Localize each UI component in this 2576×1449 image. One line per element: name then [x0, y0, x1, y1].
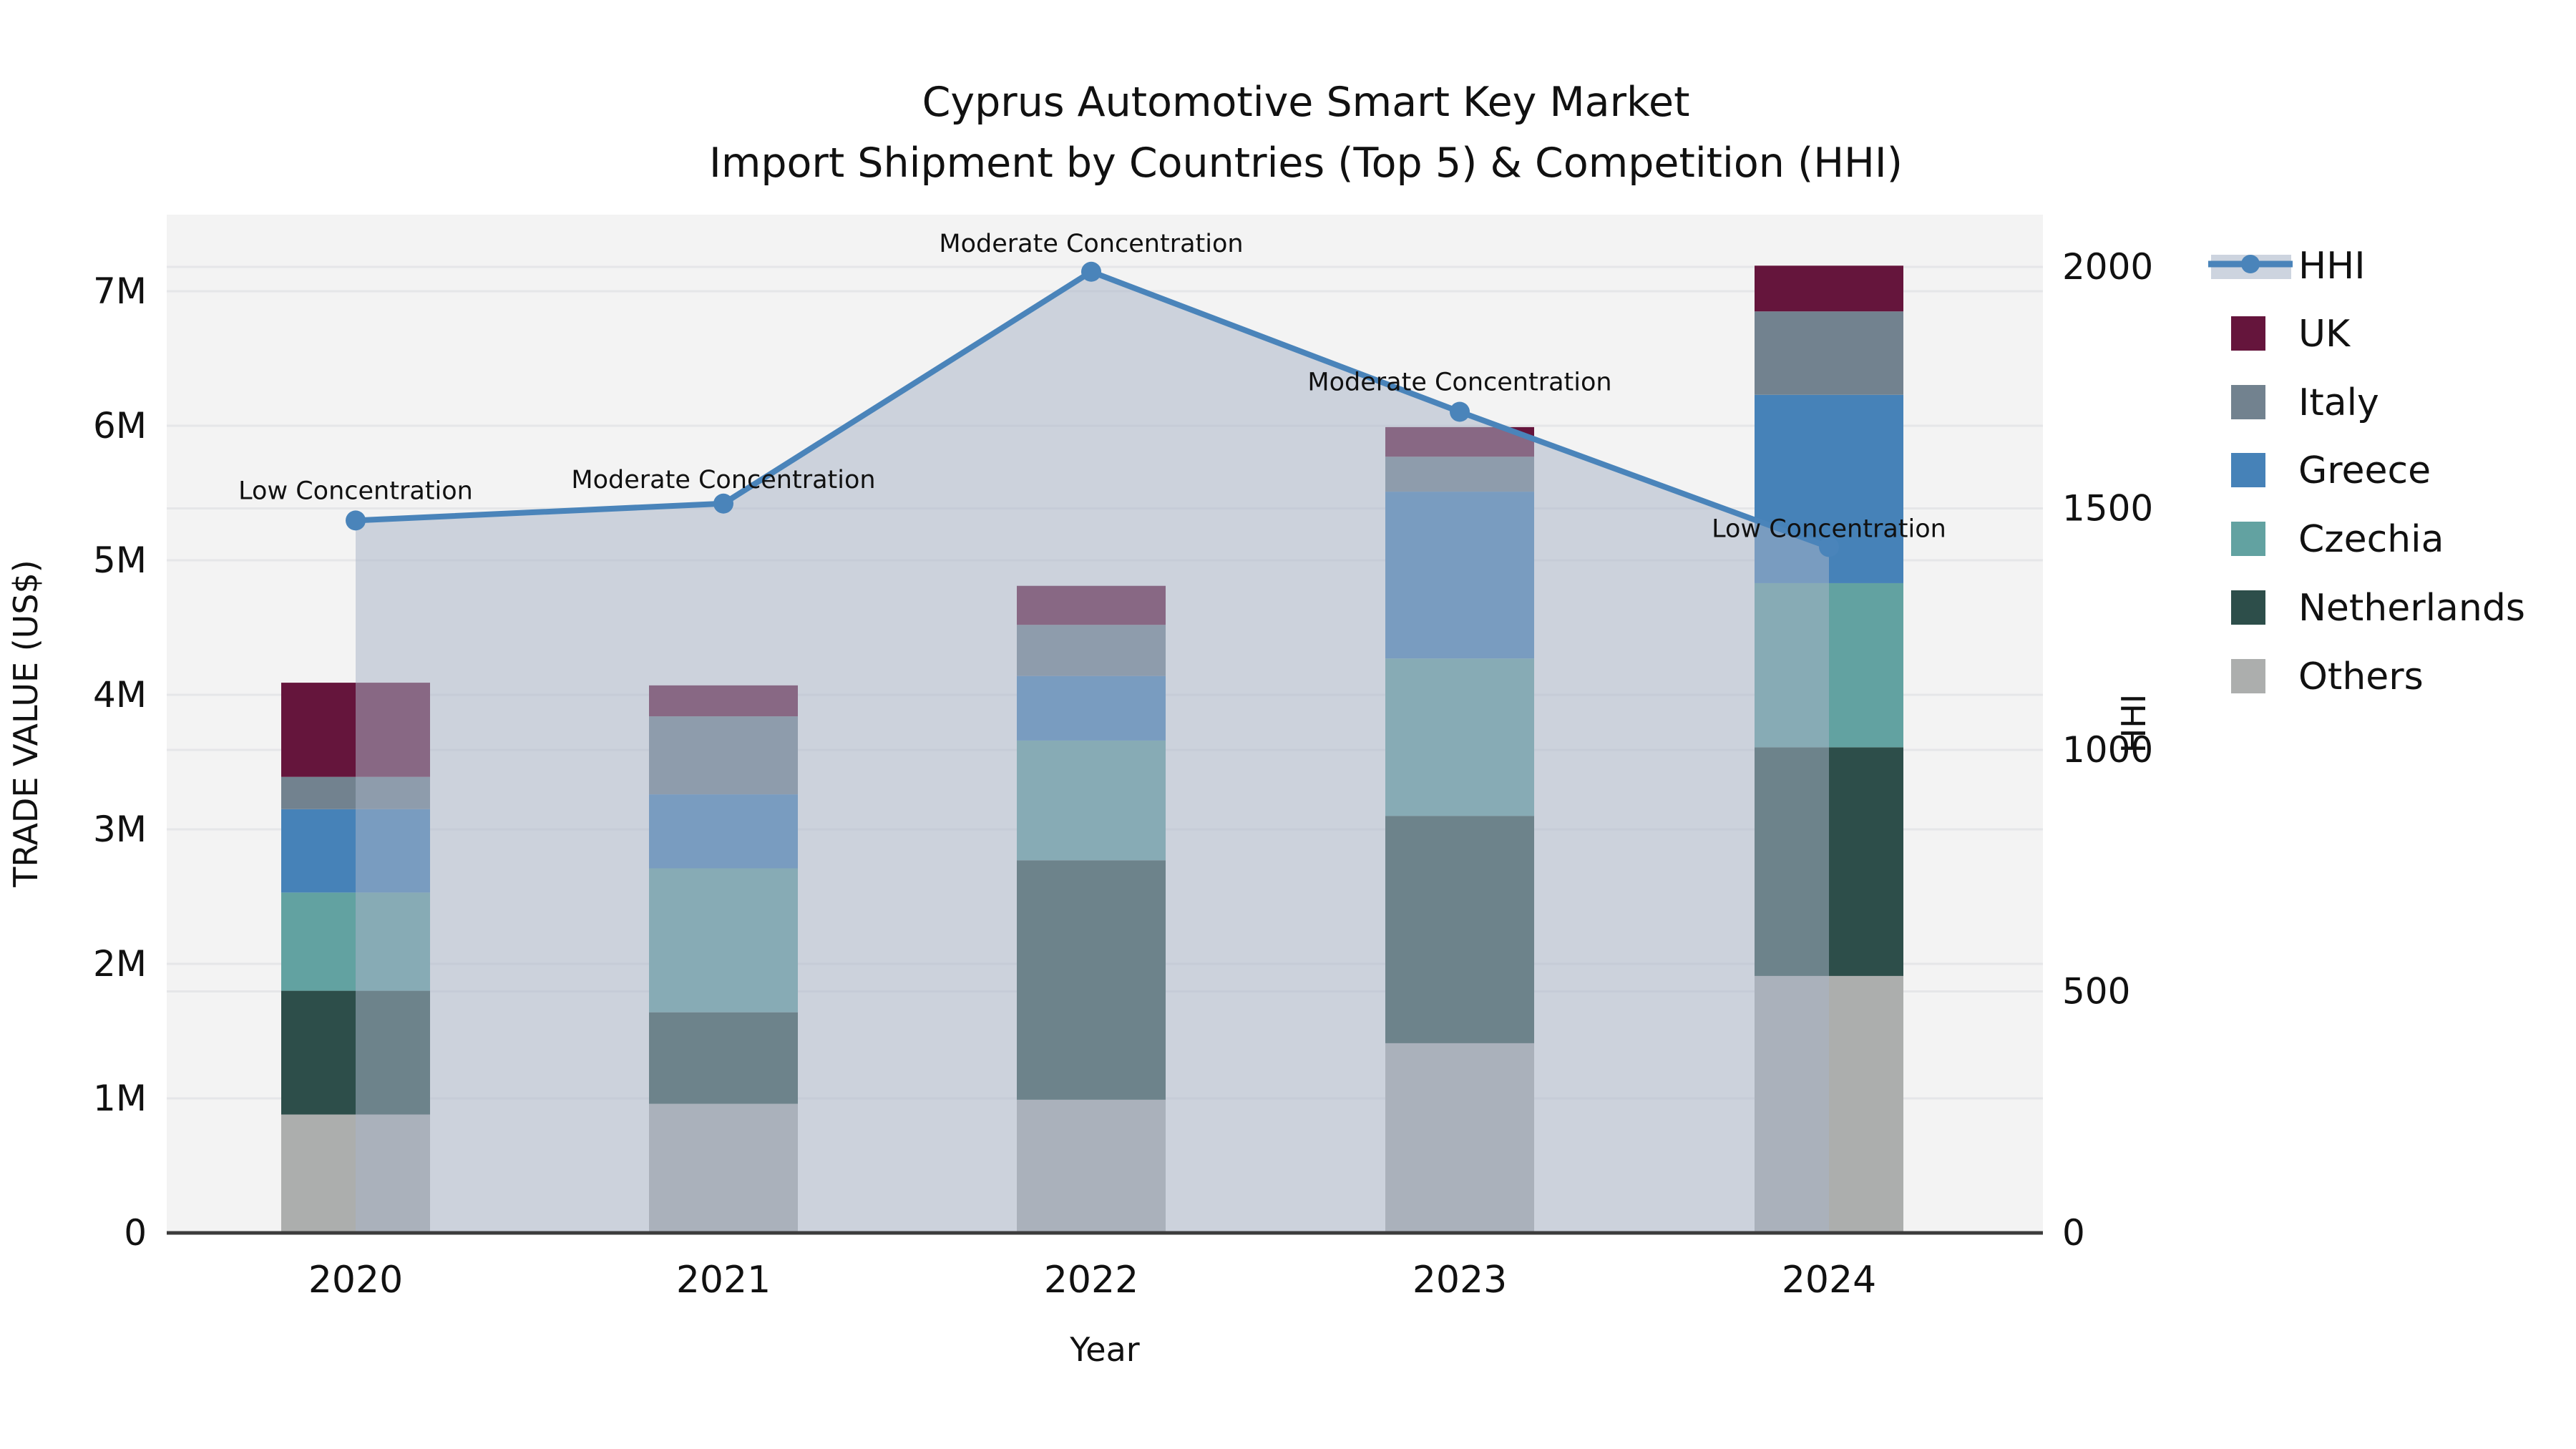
legend-item-italy: Italy	[2231, 381, 2379, 424]
legend-label-hhi: HHI	[2298, 245, 2366, 288]
legend-swatch-others	[2231, 659, 2265, 693]
legend-hhi-marker-icon	[2241, 255, 2260, 273]
legend-label-greece: Greece	[2298, 449, 2431, 492]
chart-root: Cyprus Automotive Smart Key Market Impor…	[6, 79, 2525, 1369]
legend-swatch-greece	[2231, 453, 2265, 487]
legend-item-czechia: Czechia	[2231, 518, 2444, 561]
chart-title-line2: Import Shipment by Countries (Top 5) & C…	[709, 140, 1903, 187]
annotation-2021: Moderate Concentration	[571, 466, 875, 494]
x-axis-label: Year	[1069, 1330, 1139, 1369]
x-tick-2021: 2021	[676, 1259, 771, 1302]
bar-segment-italy-2024	[1755, 311, 1903, 395]
tick-label-right-2000: 2000	[2062, 246, 2153, 288]
plot-area: 0 1M 2M 3M 4M 5M 6M 7M 0 500 1000 1500 2000 2020 2021 2…	[6, 215, 2153, 1369]
tick-label-right-1000: 1000	[2062, 729, 2153, 771]
hhi-marker-2020	[346, 510, 366, 531]
x-tick-2024: 2024	[1782, 1259, 1876, 1302]
legend-item-netherlands: Netherlands	[2231, 587, 2525, 630]
legend-label-italy: Italy	[2298, 381, 2379, 424]
annotation-2022: Moderate Concentration	[939, 230, 1243, 258]
tick-label-left-0: 0	[124, 1212, 147, 1254]
legend-swatch-italy	[2231, 385, 2265, 419]
x-tick-2020: 2020	[308, 1259, 403, 1302]
legend-item-greece: Greece	[2231, 449, 2431, 492]
legend-item-uk: UK	[2231, 313, 2351, 356]
legend-swatch-uk	[2231, 316, 2265, 351]
hhi-marker-2024	[1819, 537, 1839, 557]
legend-label-netherlands: Netherlands	[2298, 587, 2525, 630]
annotation-2023: Moderate Concentration	[1307, 369, 1611, 397]
legend-swatch-czechia	[2231, 522, 2265, 556]
tick-label-left-4M: 4M	[93, 674, 147, 716]
tick-label-right-500: 500	[2062, 971, 2130, 1013]
tick-label-left-6M: 6M	[93, 405, 147, 447]
chart-title-line1: Cyprus Automotive Smart Key Market	[922, 79, 1690, 126]
tick-label-left-2M: 2M	[93, 943, 147, 985]
legend-label-others: Others	[2298, 655, 2424, 698]
y-axis-label-right: HHI	[2114, 694, 2153, 753]
bar-segment-uk-2024	[1755, 265, 1903, 312]
annotation-2024: Low Concentration	[1712, 515, 1946, 544]
x-tick-2022: 2022	[1044, 1259, 1138, 1302]
hhi-marker-2023	[1450, 401, 1470, 422]
tick-label-right-1500: 1500	[2062, 488, 2153, 530]
x-tick-2023: 2023	[1413, 1259, 1507, 1302]
legend-label-czechia: Czechia	[2298, 518, 2444, 561]
hhi-marker-2021	[713, 493, 733, 514]
tick-label-right-0: 0	[2062, 1212, 2085, 1254]
tick-label-left-3M: 3M	[93, 809, 147, 850]
y-axis-label-left: TRADE VALUE (US$)	[6, 560, 45, 887]
legend-label-uk: UK	[2298, 313, 2351, 356]
tick-label-left-5M: 5M	[93, 540, 147, 581]
hhi-marker-2022	[1081, 261, 1101, 282]
tick-label-left-7M: 7M	[93, 270, 147, 312]
legend-swatch-netherlands	[2231, 590, 2265, 625]
legend-item-others: Others	[2231, 655, 2424, 698]
legend-item-hhi: HHI	[2208, 245, 2366, 288]
annotation-2020: Low Concentration	[238, 477, 473, 505]
tick-label-left-1M: 1M	[93, 1078, 147, 1119]
legend: HHI UK Italy Greece Czechia Netherlands Others	[2208, 245, 2525, 698]
